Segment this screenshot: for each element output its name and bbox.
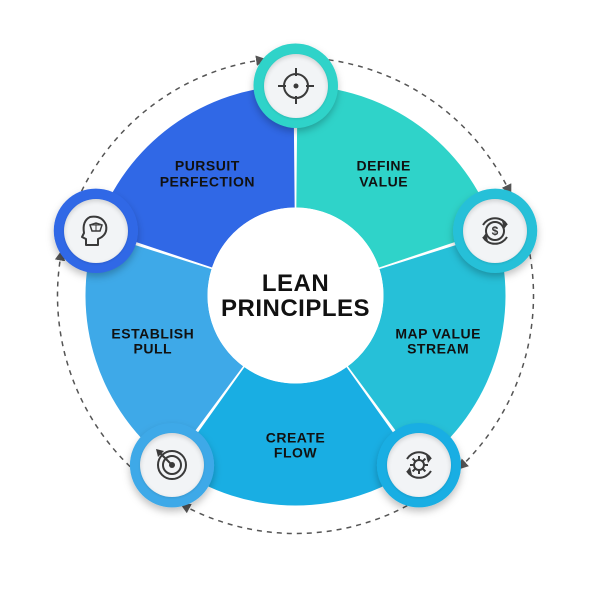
lean-principles-diagram: LEAN PRINCIPLES DEFINE VALUEMAP VALUE ST… <box>0 0 591 591</box>
flow-arrow <box>184 506 407 534</box>
gear-cycle-icon <box>387 433 451 497</box>
svg-text:$: $ <box>492 224 499 238</box>
dart-target-icon <box>140 433 204 497</box>
crosshair-icon <box>264 54 328 118</box>
badge-establish-pull <box>130 423 214 507</box>
dollar-cycle-icon: $ <box>463 199 527 263</box>
badge-map-value-stream: $ <box>453 189 537 273</box>
head-diamond-icon <box>64 199 128 263</box>
badge-create-flow <box>377 423 461 507</box>
center-circle <box>208 208 384 384</box>
badge-pursuit-perfection <box>54 189 138 273</box>
badge-define-value <box>254 44 338 128</box>
